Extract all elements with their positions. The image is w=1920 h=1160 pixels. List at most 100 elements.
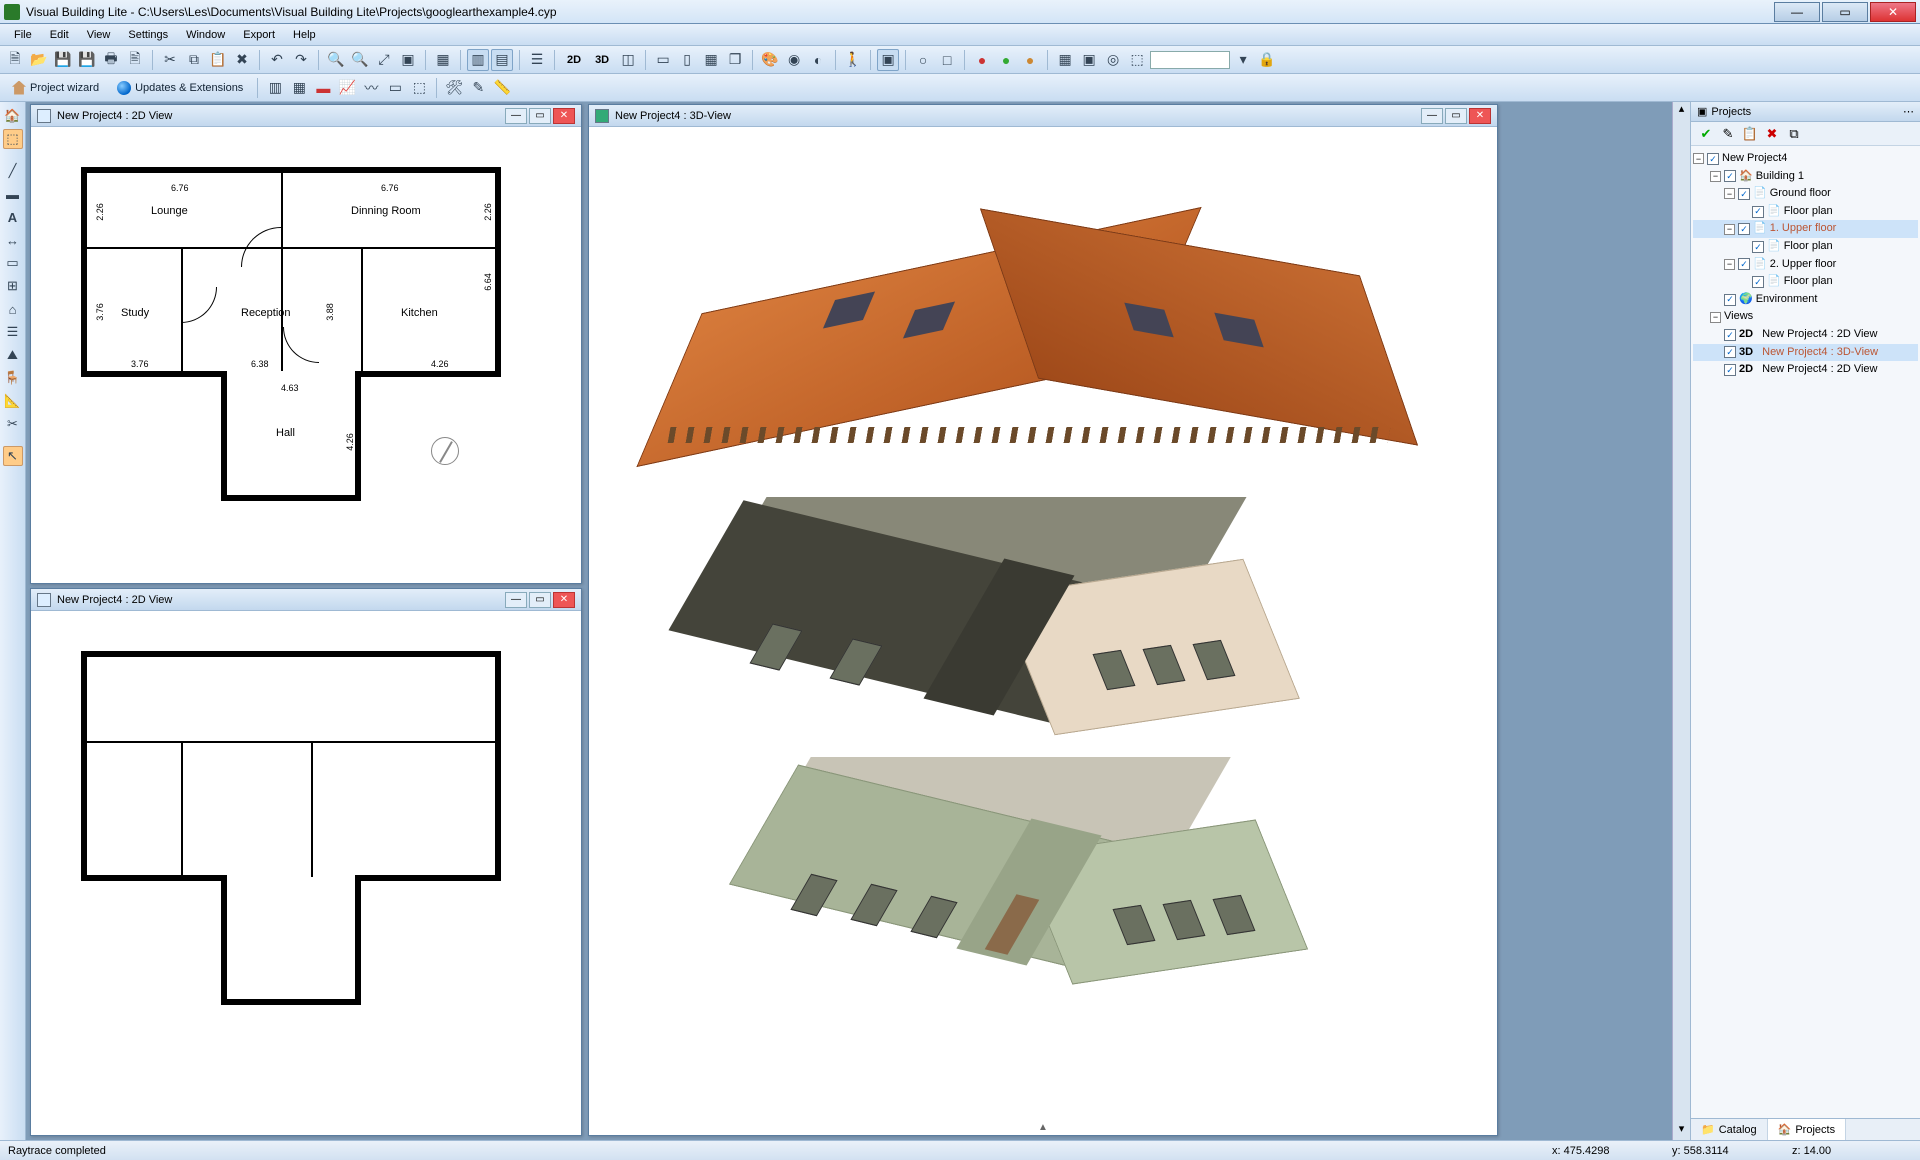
projects-tree[interactable]: −✓ New Project4 −✓ 🏠 Building 1 −✓ 📄Grou… — [1691, 146, 1920, 1118]
tool-arrow-icon[interactable]: ↖ — [3, 446, 23, 466]
tool-wall-icon[interactable]: ▬ — [3, 184, 23, 204]
tree-view-2d-a[interactable]: ✓ 2D New Project4 : 2D View — [1693, 326, 1918, 344]
render1-icon[interactable]: 🎨 — [759, 49, 781, 71]
ptb-edit-icon[interactable]: ✎ — [1719, 125, 1737, 143]
zoomout-icon[interactable]: 🔍 — [349, 49, 371, 71]
misc4-icon[interactable]: ⬚ — [1126, 49, 1148, 71]
tool-roof-icon[interactable]: ⌂ — [3, 299, 23, 319]
child-max-button[interactable]: ▭ — [529, 592, 551, 608]
view-2d-b-titlebar[interactable]: New Project4 : 2D View — ▭ ✕ — [31, 589, 581, 611]
tool-furniture-icon[interactable]: 🪑 — [3, 368, 23, 388]
mode-2d-label[interactable]: 2D — [561, 54, 587, 66]
tbar2-btn7[interactable]: ⬚ — [408, 77, 430, 99]
ptb-check-icon[interactable]: ✔ — [1697, 125, 1715, 143]
tree-upper1[interactable]: −✓ 📄1. Upper floor — [1693, 220, 1918, 238]
ptb-copy-icon[interactable]: ⧉ — [1785, 125, 1803, 143]
ptb-paste-icon[interactable]: 📋 — [1741, 125, 1759, 143]
child-min-button[interactable]: — — [505, 108, 527, 124]
redo-icon[interactable]: ↷ — [290, 49, 312, 71]
tool-terrain-icon[interactable]: ⛰ — [3, 345, 23, 365]
snap2-icon[interactable]: ▤ — [491, 49, 513, 71]
new-icon[interactable]: 🗎 — [4, 49, 26, 71]
render3-icon[interactable]: ◐ — [807, 49, 829, 71]
tree-project-root[interactable]: −✓ New Project4 — [1693, 150, 1918, 168]
printpreview-icon[interactable]: 🖹 — [124, 49, 146, 71]
mode-3d-label[interactable]: 3D — [589, 54, 615, 66]
misc2-icon[interactable]: ▣ — [1078, 49, 1100, 71]
tree-ground-floorplan[interactable]: ✓ 📄Floor plan — [1693, 203, 1918, 221]
undo-icon[interactable]: ↶ — [266, 49, 288, 71]
tbar2-btn6[interactable]: ▭ — [384, 77, 406, 99]
minimize-button[interactable]: — — [1774, 2, 1820, 22]
walk-icon[interactable]: 🚶 — [842, 49, 864, 71]
zoomin-icon[interactable]: 🔍 — [325, 49, 347, 71]
view-3d-canvas[interactable]: ▲ — [589, 127, 1497, 1135]
tbar2-brush-icon[interactable]: ✎ — [467, 77, 489, 99]
print-icon[interactable]: 🖶 — [100, 49, 122, 71]
tree-upper2-floorplan[interactable]: ✓ 📄Floor plan — [1693, 273, 1918, 291]
updates-button[interactable]: Updates & Extensions — [109, 79, 251, 97]
view-3d-titlebar[interactable]: New Project4 : 3D-View — ▭ ✕ — [589, 105, 1497, 127]
shape2-icon[interactable]: □ — [936, 49, 958, 71]
zoomregion-icon[interactable]: ▣ — [397, 49, 419, 71]
tool-section-icon[interactable]: ✂ — [3, 414, 23, 434]
lock-icon[interactable]: 🔒 — [1256, 49, 1278, 71]
tile-h-icon[interactable]: ▭ — [652, 49, 674, 71]
floorplan-b-canvas[interactable] — [31, 611, 581, 1135]
color2-icon[interactable]: ● — [995, 49, 1017, 71]
close-button[interactable]: ✕ — [1870, 2, 1916, 22]
child-close-button[interactable]: ✕ — [553, 108, 575, 124]
view-2d-a-titlebar[interactable]: New Project4 : 2D View — ▭ ✕ — [31, 105, 581, 127]
tab-catalog[interactable]: 📁Catalog — [1691, 1119, 1768, 1140]
color3-icon[interactable]: ● — [1019, 49, 1041, 71]
tree-views[interactable]: − Views — [1693, 308, 1918, 326]
mdi-scrollbar[interactable]: ▴ ▾ — [1672, 102, 1690, 1140]
tree-upper1-floorplan[interactable]: ✓ 📄Floor plan — [1693, 238, 1918, 256]
projects-panel-title[interactable]: ▣ Projects ⋯ — [1691, 102, 1920, 122]
tree-ground-floor[interactable]: −✓ 📄Ground floor — [1693, 185, 1918, 203]
dropdown-icon[interactable]: ▾ — [1232, 49, 1254, 71]
tool-door-icon[interactable]: ▭ — [3, 253, 23, 273]
saveas-icon[interactable]: 💾 — [76, 49, 98, 71]
misc1-icon[interactable]: ▦ — [1054, 49, 1076, 71]
tree-view-3d[interactable]: ✓ 3D New Project4 : 3D-View — [1693, 344, 1918, 362]
tool-stair-icon[interactable]: ☰ — [3, 322, 23, 342]
child-max-button[interactable]: ▭ — [529, 108, 551, 124]
project-wizard-button[interactable]: Project wizard — [4, 79, 107, 97]
panel-menu-icon[interactable]: ⋯ — [1903, 105, 1914, 118]
tree-view-2d-b[interactable]: ✓ 2D New Project4 : 2D View — [1693, 361, 1918, 379]
color1-icon[interactable]: ● — [971, 49, 993, 71]
view-3d-window[interactable]: New Project4 : 3D-View — ▭ ✕ — [588, 104, 1498, 1136]
shape1-icon[interactable]: ○ — [912, 49, 934, 71]
tree-upper2[interactable]: −✓ 📄2. Upper floor — [1693, 256, 1918, 274]
menu-window[interactable]: Window — [178, 27, 233, 43]
floorplan-a-canvas[interactable]: Lounge Dinning Room Study Reception Kitc… — [31, 127, 581, 583]
menu-export[interactable]: Export — [235, 27, 283, 43]
search-input[interactable] — [1150, 51, 1230, 69]
tbar2-btn3[interactable]: ▬ — [312, 77, 334, 99]
tool-text-icon[interactable]: A — [3, 207, 23, 227]
cut-icon[interactable]: ✂ — [159, 49, 181, 71]
tbar2-btn2[interactable]: ▦ — [288, 77, 310, 99]
open-icon[interactable]: 📂 — [28, 49, 50, 71]
view-2d-window-a[interactable]: New Project4 : 2D View — ▭ ✕ — [30, 104, 582, 584]
menu-file[interactable]: File — [6, 27, 40, 43]
child-max-button[interactable]: ▭ — [1445, 108, 1467, 124]
view-2d-window-b[interactable]: New Project4 : 2D View — ▭ ✕ — [30, 588, 582, 1136]
paste-icon[interactable]: 📋 — [207, 49, 229, 71]
tool-dim-icon[interactable]: ↔ — [3, 230, 23, 250]
tree-environment[interactable]: ✓ 🌍Environment — [1693, 291, 1918, 309]
tree-building[interactable]: −✓ 🏠 Building 1 — [1693, 168, 1918, 186]
tool-select-icon[interactable]: ⬚ — [3, 129, 23, 149]
tool-measure-icon[interactable]: 📐 — [3, 391, 23, 411]
save-icon[interactable]: 💾 — [52, 49, 74, 71]
menu-view[interactable]: View — [79, 27, 119, 43]
menu-help[interactable]: Help — [285, 27, 324, 43]
tile-v-icon[interactable]: ▯ — [676, 49, 698, 71]
tbar2-btn5[interactable]: 〰 — [360, 77, 382, 99]
cascade-icon[interactable]: ❐ — [724, 49, 746, 71]
child-min-button[interactable]: — — [505, 592, 527, 608]
tbar2-btn1[interactable]: ▥ — [264, 77, 286, 99]
delete-icon[interactable]: ✖ — [231, 49, 253, 71]
misc3-icon[interactable]: ◎ — [1102, 49, 1124, 71]
